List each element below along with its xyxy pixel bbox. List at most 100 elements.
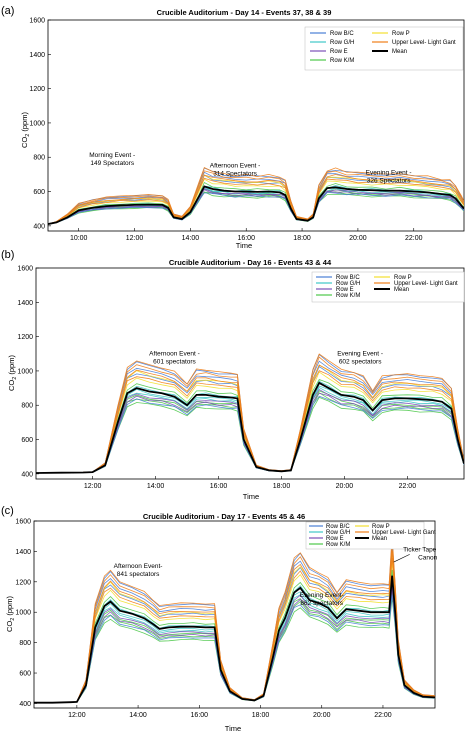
x-tick-label: 16:00 bbox=[191, 712, 209, 719]
sensor-trace bbox=[34, 535, 435, 704]
legend-label-row-km: Row K/M bbox=[330, 58, 354, 64]
sensor-trace bbox=[36, 370, 464, 474]
y-tick-label: 400 bbox=[21, 471, 33, 478]
legend-label-mean: Mean bbox=[392, 49, 407, 55]
legend-label-row-bc: Row B/C bbox=[326, 524, 350, 530]
x-tick-label: 22:00 bbox=[399, 483, 417, 490]
y-tick-label: 600 bbox=[21, 437, 33, 444]
legend-label-row-p: Row P bbox=[372, 524, 390, 530]
plot-area-a: 400 600 800 1000 1200 1400 1600 10:00 12:00 14:00… bbox=[29, 18, 465, 242]
y-tick-label: 1000 bbox=[17, 368, 33, 375]
legend-box bbox=[304, 26, 464, 71]
y-tick-label: 1000 bbox=[29, 120, 45, 127]
x-tick-label: 12:00 bbox=[84, 483, 102, 490]
legend-label-upper-level: Upper Level- Light Gant bbox=[372, 530, 436, 536]
y-tick-label: 1400 bbox=[15, 549, 31, 556]
y-tick-label: 1600 bbox=[15, 519, 31, 526]
legend-label-row-e: Row E bbox=[330, 49, 348, 55]
annotation-line: 149 Spectators bbox=[90, 160, 134, 167]
legend-label-row-e: Row E bbox=[336, 287, 354, 293]
legend-label-row-bc: Row B/C bbox=[336, 275, 360, 281]
annotation-line: 862 spectators bbox=[300, 600, 343, 607]
annotation-afternoon-event: Afternoon Event - 601 spectators bbox=[149, 350, 200, 365]
x-tick-label: 14:00 bbox=[129, 712, 147, 719]
legend-label-row-e: Row E bbox=[326, 536, 344, 542]
sensor-trace bbox=[48, 174, 464, 225]
legend-label-row-km: Row K/M bbox=[326, 542, 350, 548]
callout-arrow bbox=[393, 554, 410, 563]
callout-line: Canon bbox=[418, 554, 438, 561]
legend-label-upper-level: Upper Level- Light Gant bbox=[392, 40, 456, 46]
traces bbox=[36, 353, 464, 474]
mean-line bbox=[48, 185, 464, 225]
y-tick-label: 1400 bbox=[17, 300, 33, 307]
mean-line bbox=[36, 381, 464, 474]
x-axis-label-a: Time bbox=[236, 241, 252, 250]
legend-label-row-p: Row P bbox=[392, 31, 410, 37]
sensor-trace bbox=[48, 177, 464, 225]
legend-label-row-km: Row K/M bbox=[336, 293, 360, 299]
annotation-morning-event: Morning Event - 149 Spectators bbox=[89, 152, 135, 167]
annotation-afternoon-event: Afternoon Event- 841 spectators bbox=[114, 563, 163, 578]
x-tick-label: 20:00 bbox=[336, 483, 354, 490]
y-tick-label: 1600 bbox=[17, 266, 33, 273]
x-tick-label: 22:00 bbox=[374, 712, 392, 719]
annotation-afternoon-event: Afternoon Event - 314 Spectators bbox=[210, 163, 261, 178]
x-tick-label: 16:00 bbox=[237, 235, 255, 242]
sensor-trace bbox=[36, 392, 464, 474]
x-tick-label: 10:00 bbox=[70, 235, 88, 242]
annotation-line: Evening Event - bbox=[337, 350, 383, 357]
legend-a: Row B/C Row P Row G/H Upper Level- Light… bbox=[304, 26, 464, 71]
x-tick-label: 18:00 bbox=[252, 712, 270, 719]
y-tick-label: 800 bbox=[21, 403, 33, 410]
x-axis-label-b: Time bbox=[243, 492, 259, 501]
callout-ticker-tape: Ticker Tape Canon bbox=[393, 546, 438, 563]
plot-frame bbox=[33, 520, 436, 709]
y-tick-label: 1200 bbox=[17, 334, 33, 341]
callout-line: Ticker Tape bbox=[403, 546, 437, 553]
sensor-trace bbox=[48, 191, 464, 225]
legend-label-row-gh: Row G/H bbox=[336, 281, 360, 287]
x-tick-label: 18:00 bbox=[293, 235, 311, 242]
sensor-trace bbox=[48, 167, 464, 225]
annotation-line: Afternoon Event - bbox=[210, 163, 261, 170]
sensor-trace bbox=[48, 191, 464, 225]
x-tick-label: 22:00 bbox=[405, 235, 423, 242]
chart-title-a: Crucible Auditorium - Day 14 - Events 37… bbox=[157, 8, 332, 17]
panel-c: (c) Crucible Auditorium - Day 17 - Event… bbox=[1, 505, 438, 733]
annotation-evening-event: Evening Event - 326 Spectators bbox=[366, 169, 412, 184]
y-tick-label: 1400 bbox=[29, 52, 45, 59]
annotation-evening-event: Evening Event- 862 spectators bbox=[300, 592, 344, 607]
x-tick-label: 20:00 bbox=[349, 235, 367, 242]
sensor-trace bbox=[36, 379, 464, 474]
plot-frame bbox=[47, 19, 465, 232]
annotation-line: Evening Event - bbox=[366, 169, 412, 176]
y-tick-label: 800 bbox=[19, 640, 31, 647]
legend-label-row-gh: Row G/H bbox=[326, 530, 350, 536]
annotation-line: 326 Spectators bbox=[367, 177, 411, 184]
legend-label-row-p: Row P bbox=[394, 275, 412, 281]
legend-label-mean: Mean bbox=[394, 287, 409, 293]
legend-label-row-gh: Row G/H bbox=[330, 40, 354, 46]
y-tick-label: 800 bbox=[33, 155, 45, 162]
y-axis-label-a: CO2(ppm) bbox=[20, 112, 31, 148]
y-axis-label-c: CO2(ppm) bbox=[5, 596, 16, 632]
x-axis-label-c: Time bbox=[225, 724, 241, 733]
plot-area-b: 400 600 800 1000 1200 1400 1600 12:00 14:00 16:00… bbox=[17, 266, 465, 490]
y-tick-label: 1000 bbox=[15, 610, 31, 617]
annotation-line: Morning Event - bbox=[89, 152, 135, 159]
x-tick-label: 14:00 bbox=[147, 483, 165, 490]
panel-label-b: (b) bbox=[1, 249, 14, 261]
annotation-evening-event: Evening Event - 602 spectators bbox=[337, 350, 383, 365]
sensor-trace bbox=[48, 181, 464, 225]
annotation-line: Afternoon Event- bbox=[114, 563, 163, 570]
sensor-trace bbox=[48, 170, 464, 225]
x-tick-label: 14:00 bbox=[182, 235, 200, 242]
traces bbox=[48, 167, 464, 225]
y-tick-label: 1200 bbox=[29, 86, 45, 93]
panel-a: (a) Crucible Auditorium - Day 14 - Event… bbox=[1, 5, 465, 250]
annotation-line: Evening Event- bbox=[300, 592, 344, 599]
panel-label-c: (c) bbox=[1, 505, 14, 517]
y-tick-label: 1600 bbox=[29, 18, 45, 25]
